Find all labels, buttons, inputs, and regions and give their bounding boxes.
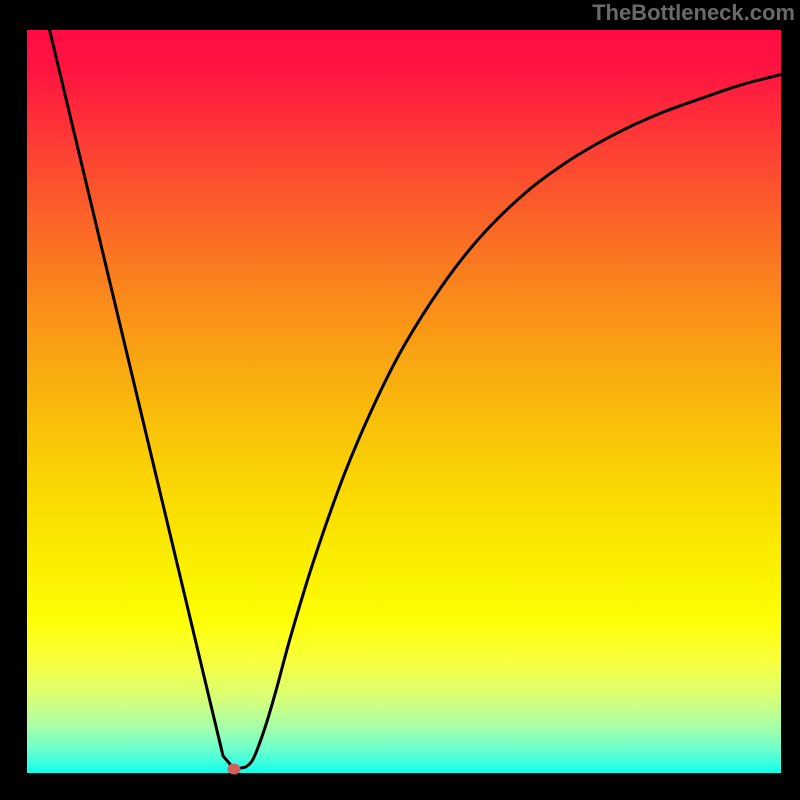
watermark-text: TheBottleneck.com [592, 0, 795, 26]
curve-overlay [27, 30, 781, 773]
optimum-marker [228, 764, 241, 775]
chart-container: TheBottleneck.com [0, 0, 800, 800]
plot-area [27, 30, 781, 773]
bottleneck-curve [50, 30, 781, 769]
